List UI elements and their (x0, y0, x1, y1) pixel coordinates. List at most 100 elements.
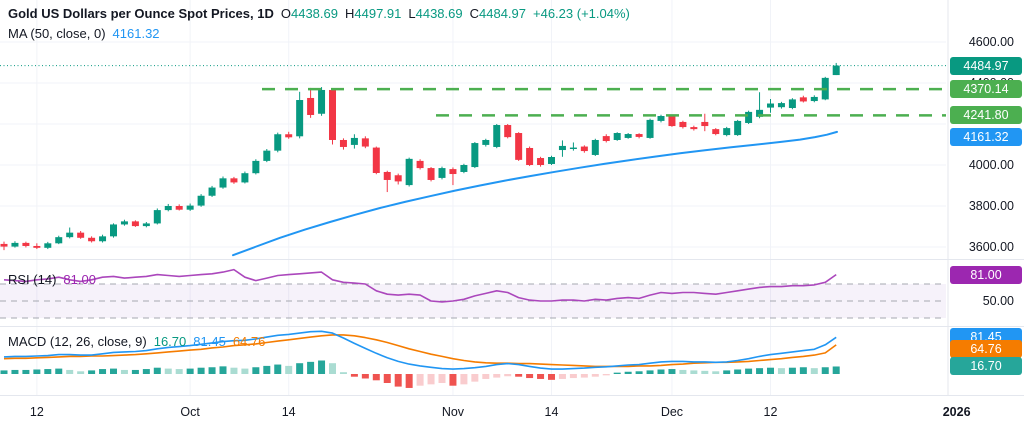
candle-body (274, 134, 282, 151)
candle-body (318, 89, 326, 114)
macd-histogram-bar (712, 371, 720, 374)
candle-body (580, 146, 588, 152)
macd-histogram-bar (22, 369, 30, 374)
macd-legend[interactable]: MACD (12, 26, close, 9) 16.70 81.45 64.7… (8, 334, 265, 349)
candle-body (668, 116, 676, 127)
macd-histogram-bar (208, 367, 216, 374)
macd-histogram-bar (723, 370, 731, 374)
candle-body (99, 236, 107, 242)
candle-body (131, 221, 139, 227)
macd-label: MACD (12, 26, close, 9) (8, 334, 147, 349)
candle-body (602, 136, 610, 142)
macd-histogram-bar (175, 369, 183, 374)
ma-legend[interactable]: MA (50, close, 0) 4161.32 (8, 26, 160, 41)
candle-body (756, 109, 764, 117)
macd-histogram-bar (832, 366, 840, 374)
candle-body (383, 171, 391, 180)
macd-histogram-bar (646, 370, 654, 374)
candle-body (186, 205, 194, 210)
candle-body (263, 150, 271, 161)
macd-histogram-bar (482, 374, 490, 379)
ohlc-low: L4438.69 (408, 6, 463, 21)
macd-histogram-bar (296, 363, 304, 374)
time-axis-label: 12 (763, 405, 778, 419)
macd-histogram-bar (734, 369, 742, 374)
macd-histogram-bar (788, 367, 796, 374)
macd-hist-value: 16.70 (153, 334, 187, 349)
candle-body (361, 138, 369, 147)
candle-body (350, 137, 358, 145)
macd-histogram-bar (756, 368, 764, 374)
macd-histogram-bar (219, 366, 227, 374)
price-axis-label: 4000.00 (968, 157, 1014, 172)
macd-histogram-bar (131, 369, 139, 374)
candle-body (175, 206, 183, 210)
candle-body (471, 143, 479, 168)
candle-body (329, 89, 336, 140)
candle-body (33, 245, 41, 248)
macd-histogram-bar (668, 369, 676, 374)
candle-body (690, 127, 698, 130)
macd-histogram-bar (493, 374, 501, 378)
time-axis-label: 14 (544, 405, 559, 419)
candle-body (799, 97, 807, 102)
macd-histogram-bar (153, 367, 161, 374)
candle-body (307, 97, 315, 115)
candle-body (657, 116, 665, 121)
macd-histogram-bar (88, 370, 96, 374)
price-badge: 64.76 (950, 339, 1022, 358)
candle-body (230, 178, 238, 183)
candle-body (252, 160, 260, 174)
rsi-axis-label: 50.00 (982, 293, 1014, 308)
pane-separators (0, 0, 1024, 396)
candle-body (438, 168, 446, 178)
macd-histogram-bar (701, 370, 709, 374)
macd-histogram-bar (263, 365, 271, 374)
candle-body (77, 232, 85, 238)
macd-histogram-bar (372, 374, 380, 381)
macd-histogram-bar (460, 374, 468, 385)
macd-histogram-bar (580, 374, 588, 378)
candle-body (493, 125, 501, 147)
macd-histogram-bar (569, 374, 577, 379)
macd-histogram-bar (821, 367, 829, 374)
macd-histogram-bar (504, 374, 512, 377)
macd-histogram-bar (405, 374, 413, 388)
ma-label: MA (50, close, 0) (8, 26, 106, 41)
macd-histogram-bar (515, 374, 523, 377)
macd-histogram-bar (526, 374, 534, 379)
macd-histogram-bar (810, 368, 818, 374)
candle-body (526, 147, 534, 165)
ohlc-open: O4438.69 (280, 6, 338, 21)
macd-histogram-bar (558, 374, 566, 379)
macd-histogram-bar (690, 370, 698, 374)
symbol-title: Gold US Dollars per Ounce Spot Prices, 1… (8, 6, 274, 21)
candle-body (613, 133, 621, 140)
candle-body (120, 221, 128, 225)
macd-histogram-bar (591, 374, 599, 377)
candle-body (339, 139, 347, 147)
macd-histogram-bar (186, 368, 194, 374)
rsi-legend[interactable]: RSI (14) 81.00 (8, 272, 96, 287)
macd-histogram-bar (361, 374, 369, 379)
macd-main-line (3, 330, 837, 370)
candle-body (635, 134, 643, 137)
candle-body (0, 243, 8, 247)
candle-body (734, 120, 742, 136)
candle-body (142, 223, 150, 227)
candles[interactable] (0, 62, 840, 251)
candle-body (88, 237, 96, 242)
macd-histogram-bar (307, 361, 315, 374)
ma-value: 4161.32 (112, 26, 160, 41)
macd-histogram-bar (110, 368, 117, 374)
candle-body (55, 237, 63, 244)
candle-body (449, 169, 457, 175)
time-axis-label: 14 (281, 405, 296, 419)
candle-body (723, 128, 731, 136)
candle-body (285, 134, 293, 138)
main-series-legend[interactable]: Gold US Dollars per Ounce Spot Prices, 1… (8, 6, 630, 21)
macd-histogram-bar (55, 368, 63, 374)
candle-body (591, 139, 599, 155)
